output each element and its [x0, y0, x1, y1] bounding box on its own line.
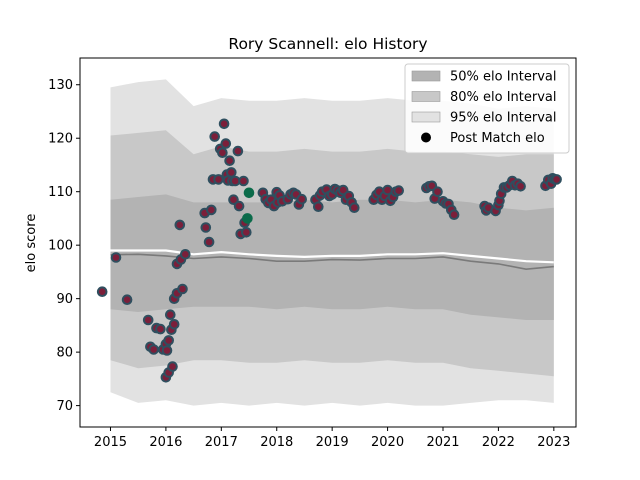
- post-match-elo-point: [448, 209, 460, 220]
- post-match-elo-point: [206, 204, 217, 216]
- band-50: [110, 194, 554, 320]
- y-tick-label: 90: [56, 292, 73, 307]
- x-tick-label: 2021: [426, 435, 459, 450]
- legend-swatch: [411, 70, 441, 82]
- post-match-points: [96, 118, 562, 383]
- post-match-elo-point: [209, 131, 220, 142]
- post-match-elo-point: [121, 294, 133, 306]
- y-tick-label: 120: [48, 132, 73, 147]
- x-axis: 2015 2016 2017 2018 2019 2020 2021 2022 2023: [94, 427, 570, 450]
- legend-marker: [421, 132, 431, 143]
- post-match-elo-point: [200, 222, 212, 233]
- legend-entry: Post Match elo: [421, 131, 545, 146]
- x-tick-label: 2015: [94, 435, 127, 450]
- y-tick-label: 80: [56, 346, 73, 361]
- post-match-elo-point: [165, 309, 176, 321]
- post-match-elo-point: [203, 236, 215, 248]
- legend-label: 80% elo Interval: [450, 90, 557, 105]
- legend-label: Post Match elo: [450, 131, 545, 146]
- chart-title: Rory Scannell: elo History: [228, 35, 427, 53]
- post-match-elo-point: [96, 286, 108, 298]
- post-match-elo-point: [232, 145, 244, 157]
- post-match-elo-point: [515, 181, 526, 192]
- y-tick-label: 100: [48, 239, 73, 254]
- y-axis: 70 80 90 100 110 120 130: [48, 78, 80, 414]
- post-match-elo-point: [177, 283, 188, 295]
- legend-entry: 50% elo Interval: [411, 70, 557, 85]
- post-match-elo-point: [163, 335, 174, 346]
- post-match-elo-point: [148, 344, 159, 355]
- post-match-elo-point: [242, 213, 253, 224]
- legend-entry: 95% elo Interval: [411, 111, 557, 126]
- legend-swatch: [411, 111, 441, 123]
- x-tick-label: 2022: [482, 435, 515, 450]
- x-tick-label: 2018: [260, 435, 293, 450]
- x-tick-label: 2020: [371, 435, 404, 450]
- post-match-elo-point: [349, 202, 360, 213]
- legend-swatch: [411, 91, 441, 102]
- y-axis-label: elo score: [24, 214, 39, 273]
- legend: 50% elo Interval 80% elo Interval 95% elo …: [404, 63, 570, 154]
- legend-label: 50% elo Interval: [450, 70, 557, 85]
- post-match-elo-point: [226, 167, 237, 178]
- post-match-elo-point: [296, 193, 308, 205]
- plot-frame: [79, 57, 577, 428]
- y-tick-label: 110: [48, 185, 73, 200]
- legend-entry: 80% elo Interval: [411, 90, 557, 105]
- legend-label: 95% elo Interval: [450, 111, 557, 126]
- post-match-elo-point: [393, 185, 405, 196]
- post-match-elo-point: [167, 361, 178, 372]
- x-tick-label: 2016: [149, 435, 182, 450]
- post-match-elo-point: [213, 174, 224, 185]
- post-match-elo-point: [241, 227, 252, 238]
- post-match-elo-point: [161, 345, 173, 356]
- post-match-elo-point: [180, 249, 191, 260]
- legend-box: [404, 63, 570, 154]
- x-tick-label: 2019: [316, 435, 349, 450]
- post-match-elo-point: [142, 314, 154, 326]
- post-match-elo-point: [238, 175, 249, 187]
- post-match-elo-point: [174, 219, 186, 231]
- post-match-elo-point: [432, 186, 443, 197]
- post-match-elo-point: [313, 201, 324, 212]
- post-match-elo-point: [233, 200, 245, 212]
- post-match-elo-point: [220, 138, 232, 149]
- post-match-elo-point: [218, 118, 230, 130]
- y-tick-label: 70: [56, 399, 73, 414]
- x-tick-label: 2023: [537, 435, 570, 450]
- post-match-elo-point: [217, 147, 228, 158]
- y-tick-label: 130: [48, 78, 73, 93]
- post-match-elo-point: [155, 323, 166, 335]
- post-match-elo-point: [243, 187, 255, 199]
- post-match-elo-point: [168, 319, 180, 330]
- post-match-elo-point: [110, 252, 122, 263]
- x-tick-label: 2017: [205, 435, 238, 450]
- post-match-elo-point: [228, 194, 239, 205]
- post-match-elo-point: [224, 155, 235, 166]
- interval-bands: [110, 79, 554, 406]
- post-match-elo-point: [551, 174, 562, 185]
